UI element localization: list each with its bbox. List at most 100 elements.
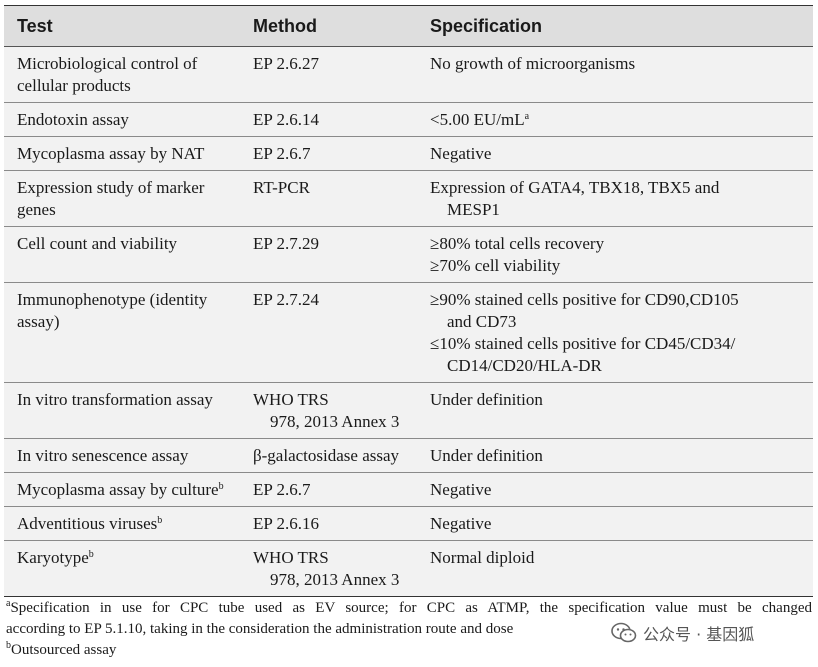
- spec-cell-line: ≥70% cell viability: [430, 256, 561, 275]
- test-cell-line: cellular products: [17, 76, 131, 95]
- spec-cell-line: Negative: [430, 480, 492, 499]
- method-cell-line: EP 2.6.16: [253, 514, 319, 533]
- spec-cell: No growth of microorganisms: [417, 46, 813, 103]
- test-cell-line: Microbiological control of: [17, 54, 198, 73]
- method-cell: WHO TRS 978, 2013 Annex 3: [240, 382, 417, 439]
- spec-cell-line: Expression of GATA4, TBX18, TBX5 and: [430, 178, 720, 197]
- method-cell-line: WHO TRS: [253, 390, 329, 409]
- footnote-ref: b: [157, 515, 163, 526]
- test-cell: Endotoxin assay: [4, 102, 240, 137]
- method-cell: EP 2.7.29: [240, 226, 417, 283]
- footnote-b-text: Outsourced assay: [11, 642, 117, 658]
- test-cell-line: assay): [17, 312, 60, 331]
- method-cell-line: β-galactosidase assay: [253, 446, 400, 465]
- spec-cell: Negative: [417, 506, 813, 541]
- spec-cell: Negative: [417, 472, 813, 507]
- header-specification: Specification: [417, 5, 813, 47]
- table-row: In vitro transformation assay WHO TRS 978,…: [4, 382, 813, 439]
- test-cell-line: In vitro transformation assay: [17, 390, 213, 409]
- test-cell-line: In vitro senescence assay: [17, 446, 189, 465]
- test-cell-line: genes: [17, 200, 56, 219]
- table-row: Expression study of marker genes RT-PCR Exp…: [4, 170, 813, 227]
- table-body: Microbiological control of cellular produ…: [4, 46, 813, 597]
- footnotes: aSpecification in use for CPC tube used …: [6, 598, 812, 661]
- spec-cell-line: Under definition: [430, 390, 543, 409]
- table-row: Mycoplasma assay by cultureb EP 2.6.7 Nega…: [4, 472, 813, 507]
- watermark: 公众号 · 基因狐: [611, 619, 754, 647]
- spec-cell: Negative: [417, 136, 813, 171]
- table-row: Mycoplasma assay by NAT EP 2.6.7 Negative: [4, 136, 813, 171]
- method-cell: EP 2.6.16: [240, 506, 417, 541]
- footnote-a-line1: Specification in use for CPC tube used a…: [10, 600, 812, 616]
- test-cell: Expression study of marker genes: [4, 170, 240, 227]
- method-cell-line: RT-PCR: [253, 178, 310, 197]
- footnote-a: aSpecification in use for CPC tube used …: [6, 598, 812, 619]
- test-cell: Cell count and viability: [4, 226, 240, 283]
- test-cell: In vitro senescence assay: [4, 438, 240, 473]
- test-cell-line: Adventitious viruses: [17, 514, 158, 533]
- test-cell-line: Mycoplasma assay by culture: [17, 480, 219, 499]
- method-cell-line: 978, 2013 Annex 3: [270, 412, 400, 431]
- footnote-a-mark: a: [6, 598, 11, 609]
- test-cell-line: Cell count and viability: [17, 234, 178, 253]
- spec-cell: Expression of GATA4, TBX18, TBX5 and MESP…: [417, 170, 813, 227]
- spec-table: Test Method Specification Microbiologica…: [4, 5, 813, 597]
- spec-cell-line: ≤10% stained cells positive for CD45/CD3…: [430, 334, 736, 353]
- test-cell: Adventitious virusesb: [4, 506, 240, 541]
- table-row: Adventitious virusesb EP 2.6.16 Negative: [4, 506, 813, 541]
- spec-cell-line: Negative: [430, 514, 492, 533]
- method-cell: WHO TRS 978, 2013 Annex 3: [240, 540, 417, 597]
- test-cell-line: Mycoplasma assay by NAT: [17, 144, 205, 163]
- method-cell-line: EP 2.6.14: [253, 110, 319, 129]
- test-cell-line: Expression study of marker: [17, 178, 205, 197]
- method-cell-line: EP 2.7.29: [253, 234, 319, 253]
- spec-cell-line: No growth of microorganisms: [430, 54, 636, 73]
- footnote-ref: b: [218, 481, 224, 492]
- spec-cell: ≥90% stained cells positive for CD90,CD1…: [417, 282, 813, 383]
- footnote-b-mark: b: [6, 640, 11, 651]
- spec-cell: Under definition: [417, 438, 813, 473]
- method-cell: EP 2.6.27: [240, 46, 417, 103]
- footnote-a-line2: according to EP 5.1.10, taking in the co…: [6, 621, 514, 637]
- method-cell: EP 2.7.24: [240, 282, 417, 383]
- spec-cell-line: and CD73: [447, 312, 517, 331]
- method-cell: EP 2.6.7: [240, 136, 417, 171]
- test-cell-line: Endotoxin assay: [17, 110, 129, 129]
- table-row: In vitro senescence assay β-galactosidase…: [4, 438, 813, 473]
- method-cell: EP 2.6.7: [240, 472, 417, 507]
- test-cell: Mycoplasma assay by cultureb: [4, 472, 240, 507]
- footnote-a-cont: according to EP 5.1.10, taking in the co…: [6, 619, 812, 640]
- test-cell: Mycoplasma assay by NAT: [4, 136, 240, 171]
- table-row: Karyotypeb WHO TRS 978, 2013 Annex 3 Normal…: [4, 540, 813, 597]
- watermark-text: 公众号 · 基因狐: [643, 625, 755, 644]
- spec-cell-line: ≥80% total cells recovery: [430, 234, 605, 253]
- method-cell-line: 978, 2013 Annex 3: [270, 570, 400, 589]
- spec-cell: <5.00 EU/mLa: [417, 102, 813, 137]
- spec-cell-line: <5.00 EU/mL: [430, 110, 525, 129]
- method-cell-line: EP 2.6.27: [253, 54, 319, 73]
- method-cell-line: EP 2.6.7: [253, 144, 311, 163]
- method-cell-line: WHO TRS: [253, 548, 329, 567]
- wechat-icon: [611, 622, 637, 643]
- spec-cell-line: Normal diploid: [430, 548, 535, 567]
- method-cell-line: EP 2.6.7: [253, 480, 311, 499]
- spec-cell: Under definition: [417, 382, 813, 439]
- table-header: Test Method Specification: [4, 5, 813, 47]
- footnote-b: bOutsourced assay: [6, 640, 812, 661]
- spec-cell-line: ≥90% stained cells positive for CD90,CD1…: [430, 290, 739, 309]
- spec-cell-line: Under definition: [430, 446, 543, 465]
- header-test: Test: [4, 5, 240, 47]
- table-row: Endotoxin assay EP 2.6.14 <5.00 EU/mLa: [4, 102, 813, 137]
- method-cell: EP 2.6.14: [240, 102, 417, 137]
- header-method: Method: [240, 5, 417, 47]
- method-cell: RT-PCR: [240, 170, 417, 227]
- table-row: Microbiological control of cellular produ…: [4, 46, 813, 103]
- table-row: Immunophenotype (identity assay) EP 2.7.24…: [4, 282, 813, 383]
- test-cell-line: Karyotype: [17, 548, 89, 567]
- method-cell: β-galactosidase assay: [240, 438, 417, 473]
- footnote-ref: a: [524, 111, 530, 122]
- spec-cell-line: Negative: [430, 144, 492, 163]
- test-cell: In vitro transformation assay: [4, 382, 240, 439]
- test-cell: Immunophenotype (identity assay): [4, 282, 240, 383]
- method-cell-line: EP 2.7.24: [253, 290, 319, 309]
